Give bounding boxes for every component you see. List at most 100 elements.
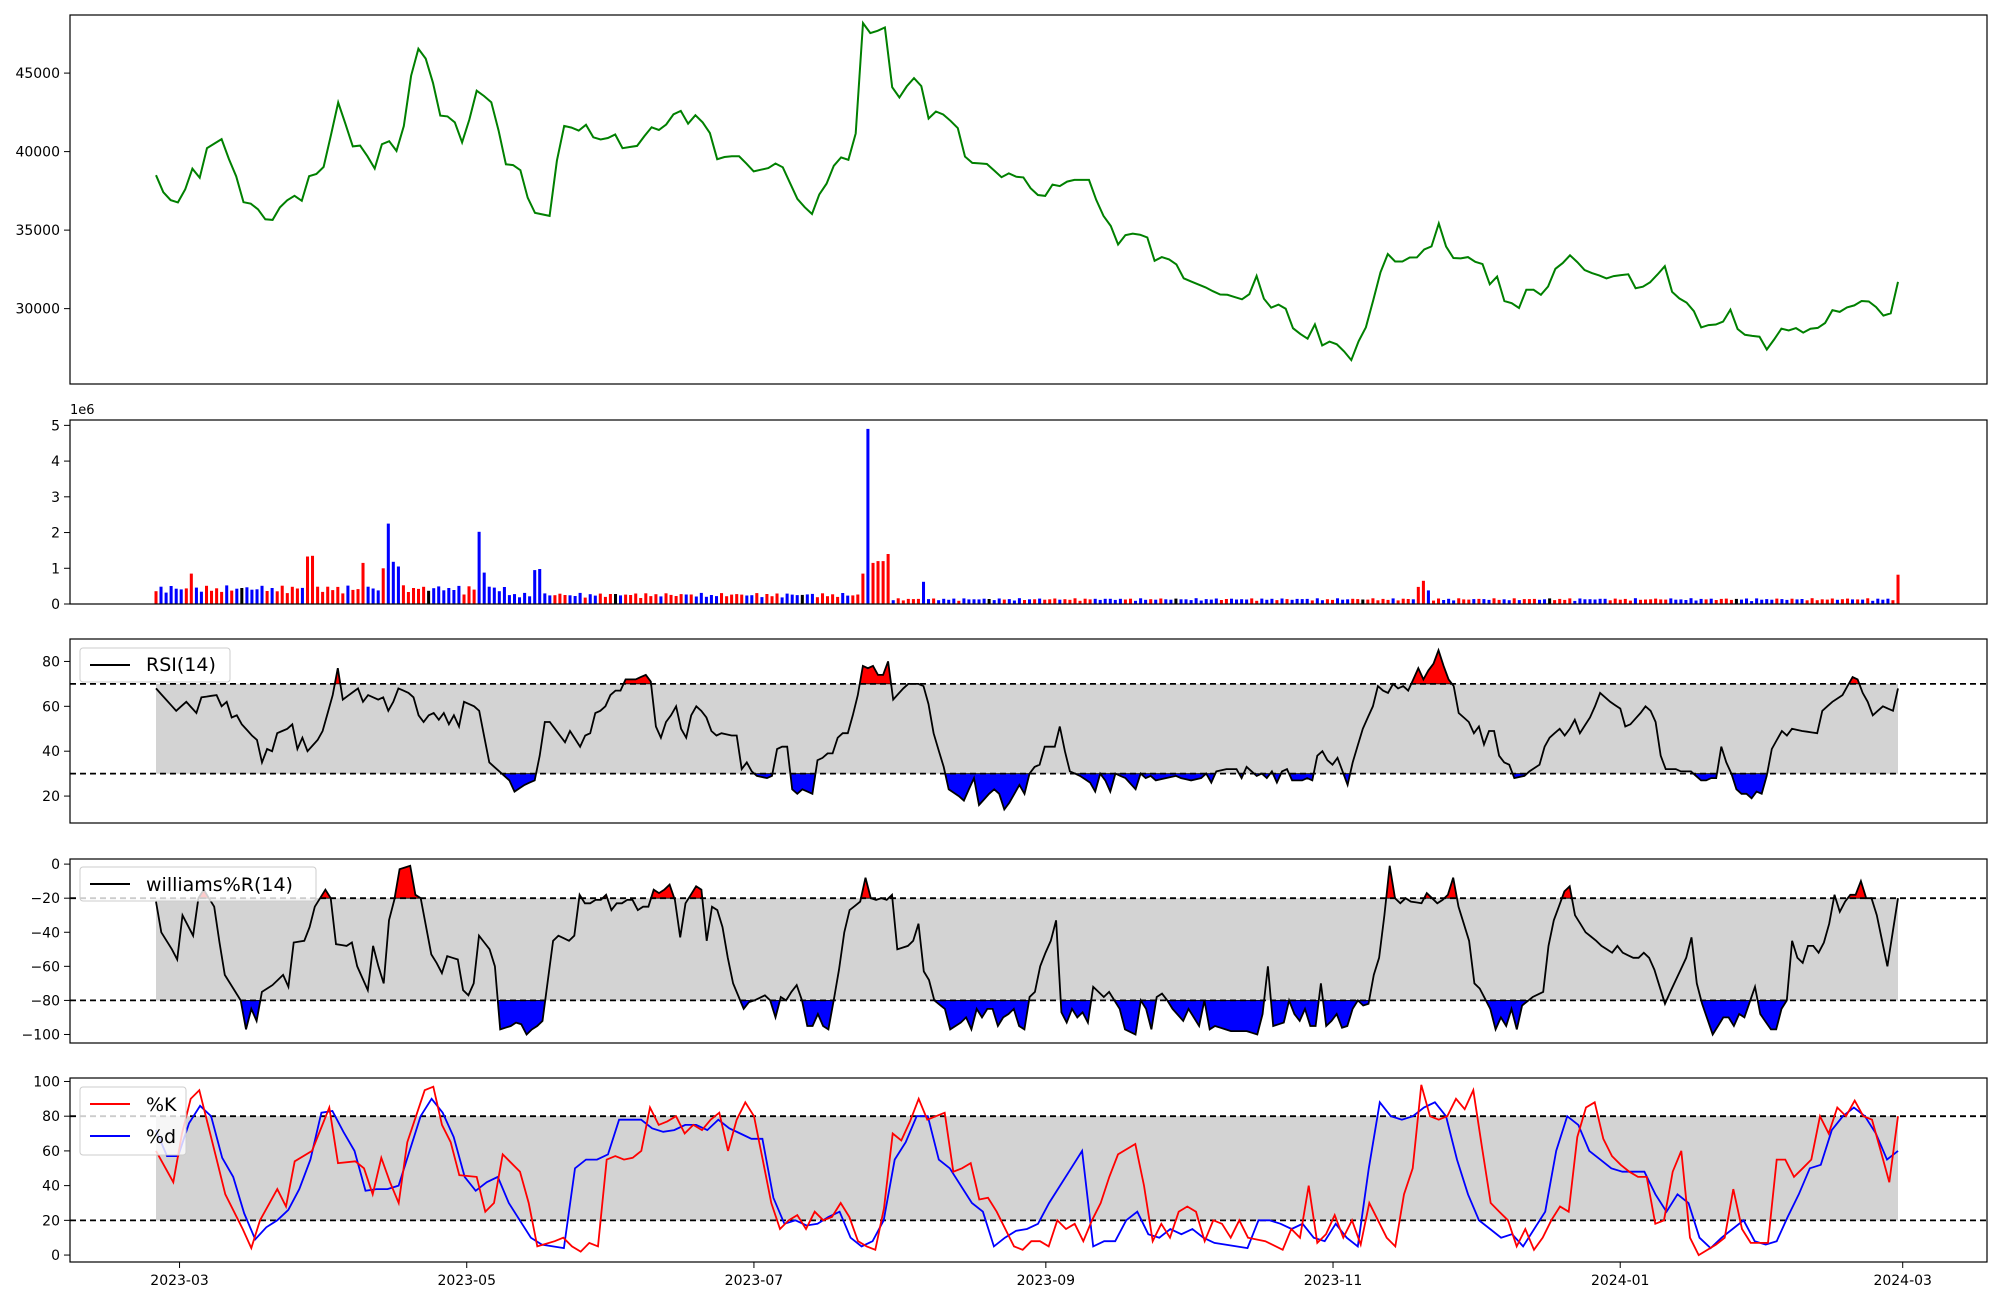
volume-bar — [1386, 599, 1390, 604]
volume-bar — [1876, 598, 1880, 604]
stochastic-legend: %K %d — [79, 1086, 187, 1156]
volume-bar — [568, 595, 572, 604]
volume-bar — [1674, 599, 1678, 604]
volume-bar — [290, 586, 294, 604]
volume-bar — [194, 587, 198, 604]
price-ytick-label: 45000 — [15, 66, 60, 82]
volume-bar — [316, 586, 320, 604]
volume-bar — [1800, 599, 1804, 604]
volume-ytick-label: 5 — [51, 418, 60, 434]
volume-bar — [669, 594, 673, 604]
volume-bar — [1053, 598, 1057, 604]
volume-bar — [1391, 598, 1395, 604]
volume-bar — [871, 562, 875, 604]
volume-bar — [1250, 598, 1254, 604]
volume-bar — [406, 592, 410, 604]
volume-bar — [1750, 601, 1754, 604]
volume-bar — [386, 523, 390, 604]
volume-bar — [1815, 600, 1819, 604]
volume-bar — [649, 596, 653, 604]
volume-bar — [381, 568, 385, 604]
volume-bar — [1871, 600, 1875, 604]
volume-bar — [1522, 599, 1526, 604]
volume-bar — [720, 593, 724, 604]
volume-bar — [497, 591, 501, 604]
volume-bar — [1805, 600, 1809, 604]
volume-bar — [1068, 599, 1072, 604]
volume-bar — [629, 595, 633, 604]
volume-bar — [715, 596, 719, 604]
volume-bar — [1633, 598, 1637, 604]
volume-bar — [240, 588, 244, 604]
volume-bar — [513, 594, 517, 604]
volume-bar — [1669, 598, 1673, 604]
volume-bar — [725, 596, 729, 604]
volume-bar — [487, 586, 491, 604]
volume-bar — [942, 598, 946, 604]
stochastic-ytick-label: 100 — [33, 1074, 60, 1090]
volume-bar — [1830, 598, 1834, 604]
williams-ytick-label: −100 — [22, 1027, 60, 1043]
volume-bar — [1810, 598, 1814, 604]
volume-bar — [1002, 599, 1006, 604]
volume-bar — [1331, 599, 1335, 604]
volume-bar — [1356, 599, 1360, 604]
volume-bar — [588, 594, 592, 604]
volume-bar — [371, 588, 375, 604]
volume-bar — [1341, 599, 1345, 604]
volume-bar — [1846, 598, 1850, 604]
volume-bar — [1230, 598, 1234, 604]
volume-bar — [1108, 598, 1112, 604]
volume-bar — [614, 594, 618, 604]
volume-bar — [962, 598, 966, 604]
volume-bar — [1290, 599, 1294, 604]
volume-bar — [1654, 598, 1658, 604]
volume-bar — [1644, 599, 1648, 604]
volume-bar — [831, 594, 835, 604]
d-legend-label: %d — [146, 1126, 176, 1148]
volume-bar — [745, 595, 749, 604]
volume-bar — [1033, 599, 1037, 604]
stochastic-ytick-label: 60 — [42, 1144, 60, 1160]
stochastic-ytick-label: 20 — [42, 1213, 60, 1229]
volume-ytick-label: 4 — [51, 454, 60, 470]
volume-bar — [856, 594, 860, 604]
volume-bar — [740, 594, 744, 604]
volume-bar — [321, 591, 325, 604]
volume-bar — [179, 589, 183, 604]
volume-bar — [1371, 598, 1375, 604]
volume-bar — [1149, 599, 1153, 604]
volume-bar — [1285, 599, 1289, 604]
volume-bar — [1346, 599, 1350, 604]
volume-bar — [1719, 598, 1723, 604]
volume-bar — [1851, 599, 1855, 604]
volume-bar — [1315, 598, 1319, 604]
volume-bar — [1538, 599, 1542, 604]
volume-bar — [1265, 599, 1269, 604]
volume-bar — [957, 600, 961, 604]
volume-bar — [1118, 598, 1122, 604]
volume-bar — [1770, 599, 1774, 604]
volume-bar — [1017, 598, 1021, 604]
williams-line — [155, 864, 1899, 1037]
volume-bar — [1628, 600, 1632, 604]
k-line — [155, 1084, 1899, 1257]
volume-bar — [1765, 599, 1769, 604]
volume-bar — [1240, 599, 1244, 604]
volume-bar — [1467, 599, 1471, 604]
d-line — [155, 1097, 1899, 1250]
volume-bar — [1462, 599, 1466, 604]
volume-bar — [765, 594, 769, 604]
rsi-ytick-label: 80 — [42, 654, 60, 670]
price-ytick-label: 30000 — [15, 302, 60, 318]
volume-bar — [987, 599, 991, 604]
volume-bar — [270, 588, 274, 604]
volume-bar — [619, 595, 623, 604]
volume-bar — [1260, 598, 1264, 604]
volume-bar — [538, 569, 542, 604]
volume-bar — [250, 589, 254, 604]
volume-bar — [1113, 599, 1117, 604]
volume-bar — [1305, 598, 1309, 604]
xtick-label: 2023-11 — [1304, 1273, 1363, 1289]
volume-bar — [1204, 599, 1208, 604]
